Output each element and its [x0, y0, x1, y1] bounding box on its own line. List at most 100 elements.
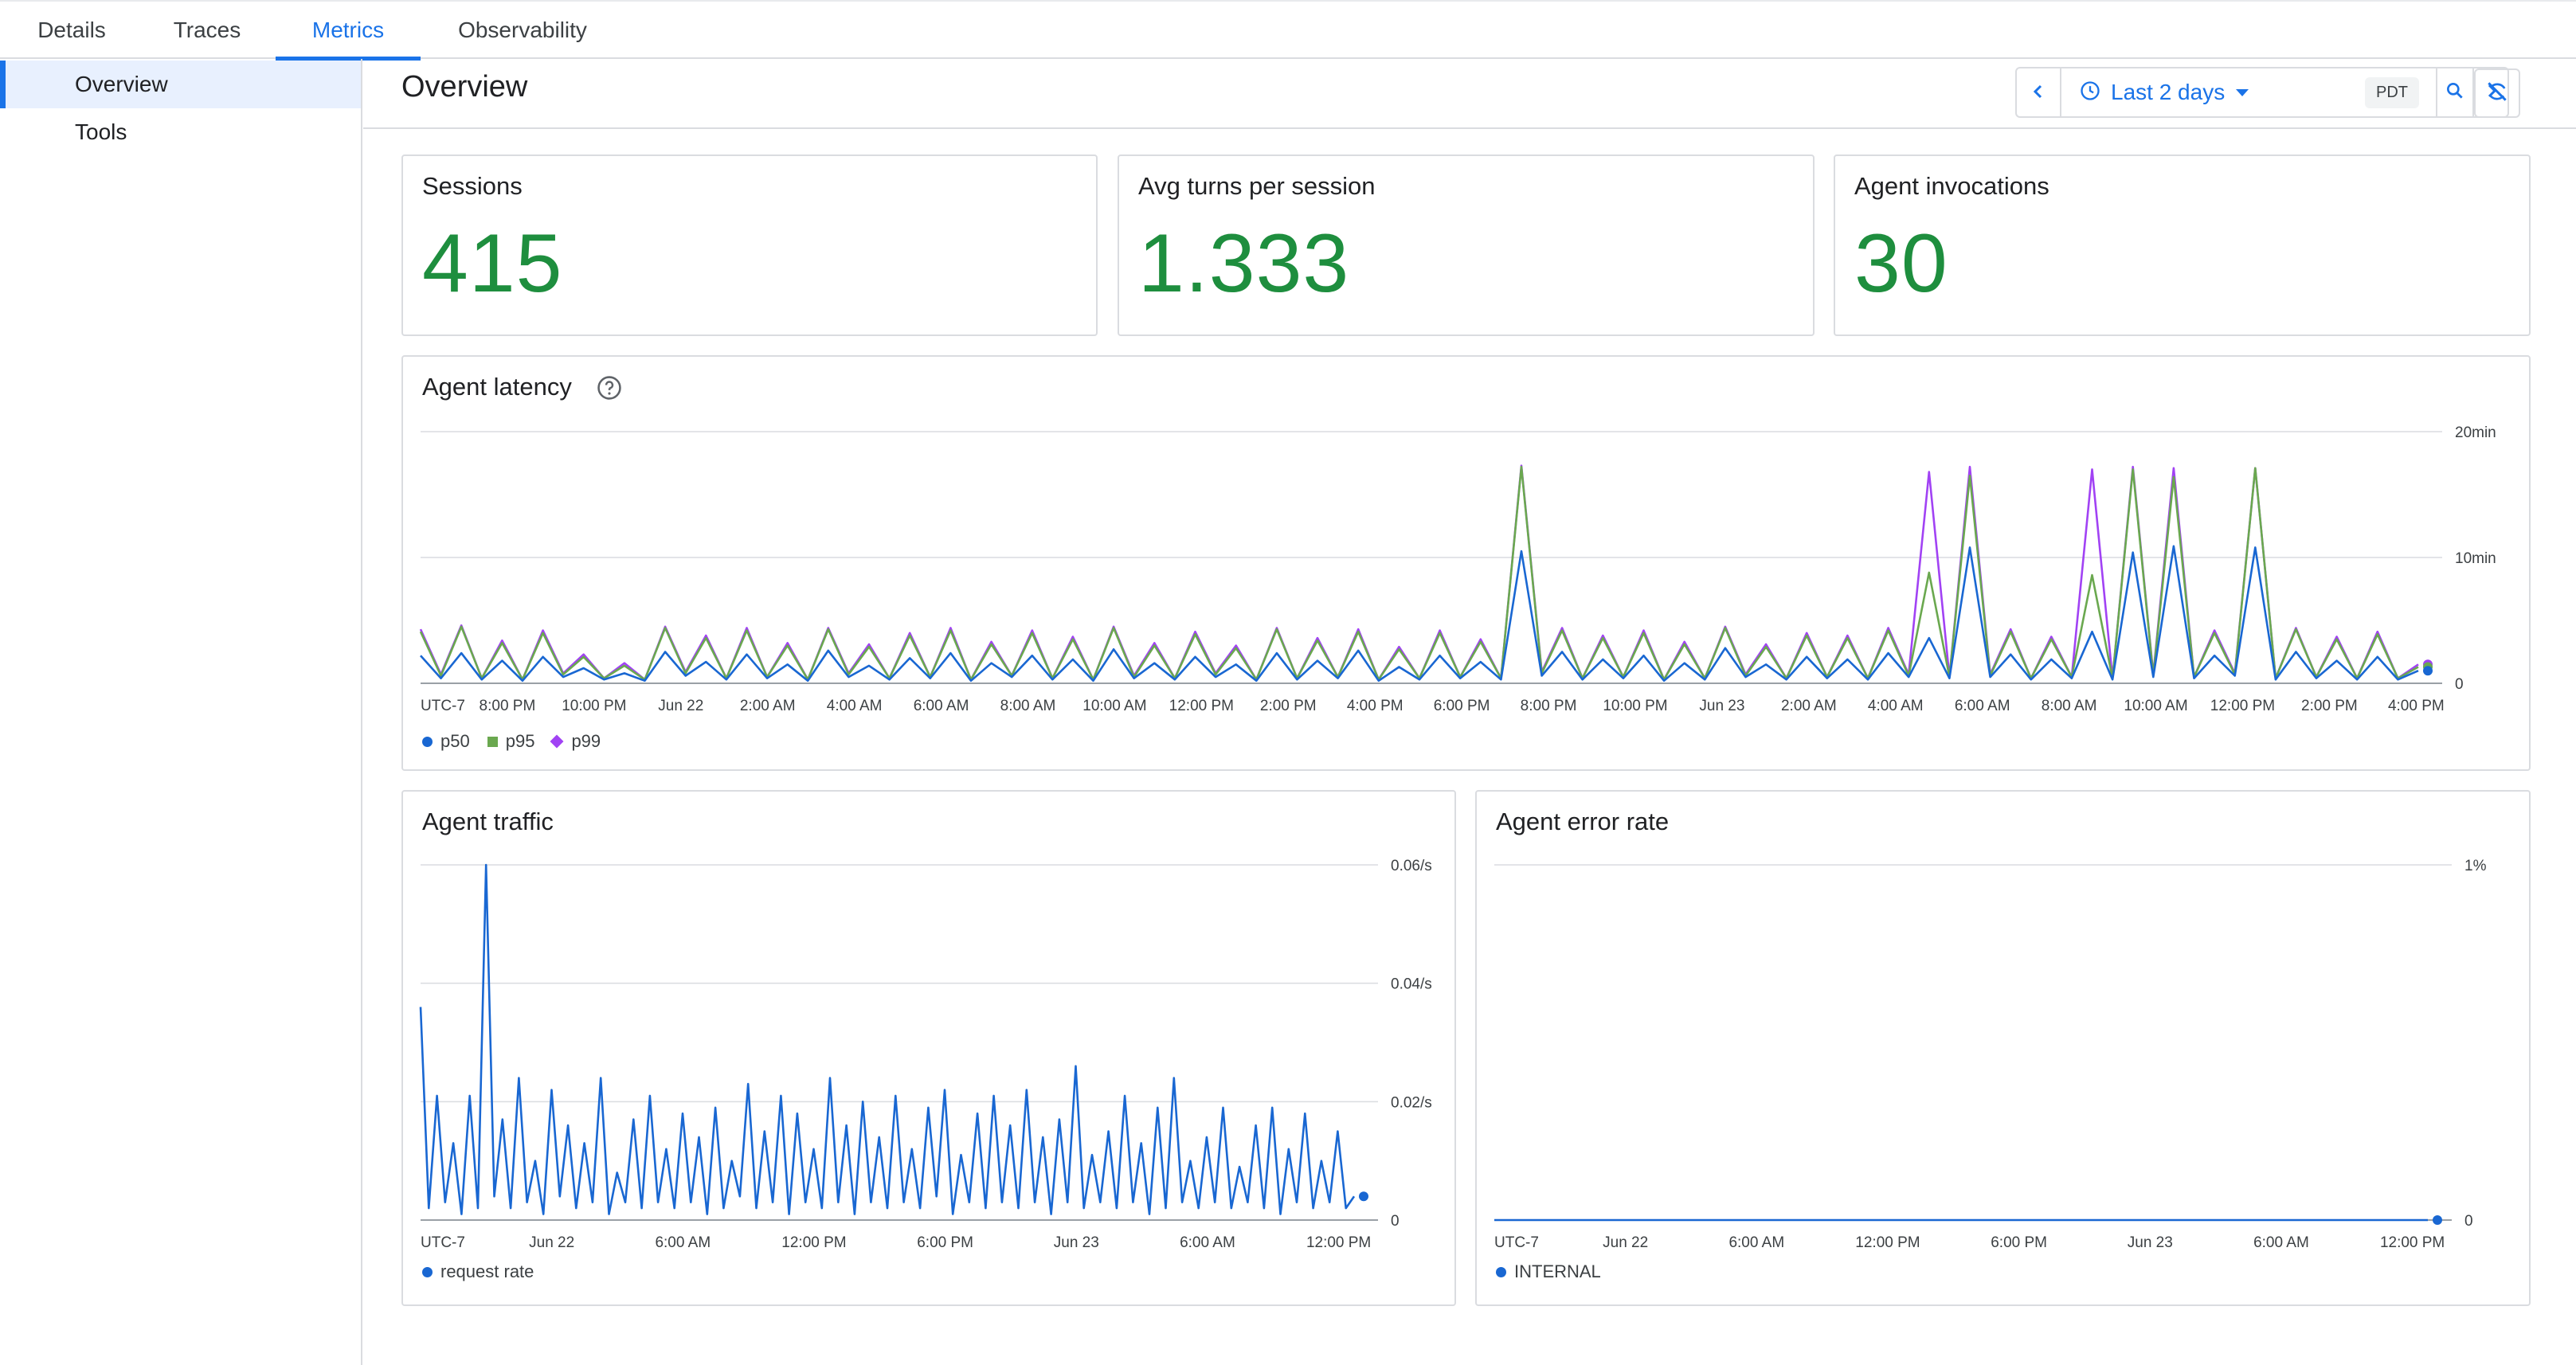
sidebar-item-overview[interactable]: Overview — [0, 61, 361, 108]
y-tick-label: 0.02/s — [1391, 1094, 1432, 1111]
x-tick-label: 2:00 PM — [2301, 698, 2358, 714]
x-tick-label: 6:00 AM — [655, 1234, 711, 1251]
series-end-marker — [2423, 666, 2433, 676]
x-tick-label: 4:00 PM — [1347, 698, 1403, 714]
x-tick-label: 6:00 PM — [917, 1234, 973, 1251]
latency-plot: 0 10min 20min UTC-7 8:00 PM 10:00 PM Jun 22 2:0… — [419, 424, 2496, 714]
legend-item-p99[interactable]: p99 — [550, 731, 601, 752]
legend-label: request rate — [440, 1261, 534, 1281]
x-tick-label: 6:00 AM — [914, 698, 969, 714]
chart-legend: p50 p95 p99 — [422, 731, 618, 752]
sidebar-item-tools[interactable]: Tools — [75, 119, 127, 144]
y-tick-label: 1% — [2464, 858, 2487, 874]
x-tick-label: 4:00 AM — [1868, 698, 1924, 714]
x-tick-label: 6:00 AM — [1728, 1234, 1784, 1251]
chart-card-agent-traffic: Agent traffic 0 0.02/s 0.04/s 0.06/s UTC-7 Ju… — [401, 790, 1456, 1306]
chart-legend: INTERNAL — [1496, 1261, 1619, 1282]
y-tick-label: 0 — [1391, 1213, 1400, 1230]
x-tick-label: 6:00 PM — [1434, 698, 1490, 714]
dropdown-arrow-icon — [2236, 88, 2249, 96]
tab-observability[interactable]: Observability — [458, 18, 587, 42]
stat-value: 30 — [1854, 217, 1948, 310]
x-tick-label: Jun 22 — [658, 698, 703, 714]
traffic-plot: 0 0.02/s 0.04/s 0.06/s UTC-7 Jun 22 6:00 AM 12:… — [419, 858, 1432, 1251]
time-range-label: Last 2 days — [2111, 80, 2226, 104]
x-tick-label: 8:00 PM — [1521, 698, 1577, 714]
clock-icon — [2079, 80, 2101, 106]
x-tick-label: 4:00 PM — [2388, 698, 2445, 714]
y-tick-label: 0 — [2455, 676, 2464, 693]
timezone-area: PDT — [2348, 68, 2437, 116]
stat-value: 1.333 — [1138, 217, 1350, 310]
tab-details[interactable]: Details — [37, 18, 106, 42]
timezone-badge[interactable]: PDT — [2365, 76, 2419, 108]
x-tick-label: 12:00 PM — [2380, 1234, 2445, 1251]
chart-title: Agent traffic — [422, 808, 554, 835]
legend-item-internal[interactable]: INTERNAL — [1496, 1261, 1601, 1282]
series-line-request-rate — [419, 863, 1356, 1215]
x-tick-label: 4:00 AM — [827, 698, 883, 714]
y-tick-label: 0.04/s — [1391, 976, 1432, 993]
x-tick-label: 8:00 AM — [1000, 698, 1056, 714]
y-tick-label: 20min — [2455, 424, 2496, 441]
legend-swatch — [422, 736, 433, 747]
x-tick-label: 12:00 PM — [1855, 1234, 1920, 1251]
legend-item-p95[interactable]: p95 — [487, 731, 535, 752]
y-tick-label: 0.06/s — [1391, 858, 1432, 874]
sidebar: Overview Tools — [0, 59, 362, 1365]
sync-off-button[interactable] — [2474, 68, 2520, 118]
legend-label: p99 — [571, 731, 601, 751]
series-line-p50 — [420, 545, 2419, 682]
zoom-button[interactable] — [2437, 68, 2474, 116]
x-tick-label: 6:00 AM — [1180, 1234, 1235, 1251]
legend-swatch — [487, 736, 498, 747]
stat-label: Avg turns per session — [1138, 172, 1376, 200]
chevron-left-icon — [2029, 78, 2048, 108]
x-tick-label: 8:00 PM — [480, 698, 536, 714]
x-tick-label: 2:00 PM — [1260, 698, 1317, 714]
x-tick-label: UTC-7 — [421, 1234, 465, 1251]
chart-title: Agent error rate — [1496, 808, 1670, 835]
tab-metrics[interactable]: Metrics — [276, 2, 421, 61]
x-tick-label: 10:00 PM — [1603, 698, 1667, 714]
x-tick-label: 12:00 PM — [781, 1234, 846, 1251]
previous-range-button[interactable] — [2017, 68, 2061, 116]
x-tick-label: 2:00 AM — [740, 698, 796, 714]
legend-item-p50[interactable]: p50 — [422, 731, 470, 752]
zoom-icon — [2445, 80, 2465, 105]
tab-traces[interactable]: Traces — [173, 18, 241, 42]
time-range-select[interactable]: Last 2 days — [2061, 68, 2348, 116]
sync-off-icon — [2484, 79, 2510, 108]
chart-card-agent-error-rate: Agent error rate 0 1% UTC-7 Jun 22 6:00 AM 12… — [1475, 790, 2531, 1306]
legend-item-request-rate[interactable]: request rate — [422, 1261, 534, 1282]
x-tick-label: UTC-7 — [1494, 1234, 1539, 1251]
stat-card-avg-turns: Avg turns per session 1.333 — [1118, 154, 1815, 336]
legend-swatch — [422, 1266, 433, 1277]
y-tick-label: 10min — [2455, 550, 2496, 567]
legend-swatch — [1496, 1266, 1506, 1277]
error-plot: 0 1% UTC-7 Jun 22 6:00 AM 12:00 PM 6:00 PM Jun … — [1494, 858, 2487, 1251]
legend-label: p95 — [505, 731, 535, 751]
x-tick-label: 6:00 AM — [1955, 698, 2010, 714]
x-tick-label: Jun 22 — [1603, 1234, 1648, 1251]
x-tick-label: 6:00 PM — [1991, 1234, 2047, 1251]
x-tick-label: UTC-7 — [421, 698, 465, 714]
x-tick-label: Jun 23 — [1054, 1234, 1099, 1251]
x-tick-label: 10:00 AM — [1082, 698, 1146, 714]
x-tick-label: 8:00 AM — [2042, 698, 2097, 714]
page-header: Overview Last 2 days PDT — [363, 59, 2576, 129]
series-end-marker — [2433, 1215, 2442, 1225]
legend-label: INTERNAL — [1514, 1261, 1601, 1281]
x-tick-label: 2:00 AM — [1781, 698, 1837, 714]
time-range-toolbar: Last 2 days PDT — [2015, 67, 2509, 118]
legend-swatch — [550, 734, 564, 749]
x-tick-label: 12:00 PM — [1306, 1234, 1371, 1251]
series-end-marker — [1359, 1191, 1368, 1202]
y-tick-label: 0 — [2464, 1213, 2473, 1230]
x-tick-label: 6:00 AM — [2253, 1234, 2309, 1251]
x-tick-label: 10:00 AM — [2124, 698, 2187, 714]
tab-bar: Details Traces Metrics Observability — [0, 0, 2576, 61]
x-tick-label: Jun 23 — [1699, 698, 1744, 714]
stat-label: Sessions — [422, 172, 523, 200]
help-icon[interactable] — [596, 374, 623, 405]
